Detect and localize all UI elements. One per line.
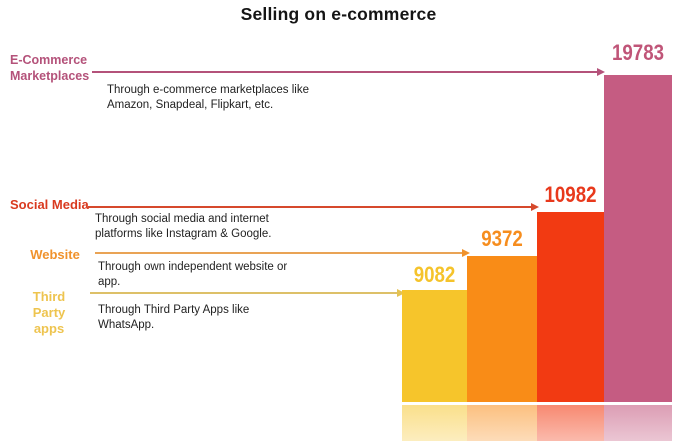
label-social-media: Social Media [10,197,89,212]
value-website: 9372 [481,226,523,251]
reflection-social-media [537,405,604,441]
description-third-party-apps: Through Third Party Apps like WhatsApp. [98,304,250,331]
label-ecommerce-marketplaces: E-Commerce Marketplaces [10,53,90,83]
reflection-third-party-apps [402,405,467,441]
value-third-party-apps: 9082 [413,262,456,287]
description-social-media: Through social media and internet platfo… [95,213,272,240]
bar-ecommerce-marketplaces [604,75,672,402]
value-ecommerce-marketplaces: 19783 [611,40,665,65]
reflection-ecommerce-marketplaces [604,405,672,441]
arrow-social-media [88,203,539,211]
arrowhead-icon [397,289,405,297]
arrowhead-icon [462,249,470,257]
description-ecommerce-marketplaces: Through e-commerce marketplaces like Ama… [107,84,309,111]
bar-social-media [537,212,604,402]
value-social-media: 10982 [544,182,597,207]
arrow-third-party-apps [90,289,405,297]
description-website: Through own independent website or app. [98,261,288,288]
bar-website [467,256,537,402]
label-third-party-apps: Third Party apps [32,289,66,336]
arrowhead-icon [531,203,539,211]
arrow-website [95,249,470,257]
arrow-ecommerce-marketplaces [92,68,605,76]
reflection-website [467,405,537,441]
bar-third-party-apps [402,290,467,402]
label-website: Website [30,247,80,262]
chart-title: Selling on e-commerce [240,4,437,24]
arrowhead-icon [597,68,605,76]
